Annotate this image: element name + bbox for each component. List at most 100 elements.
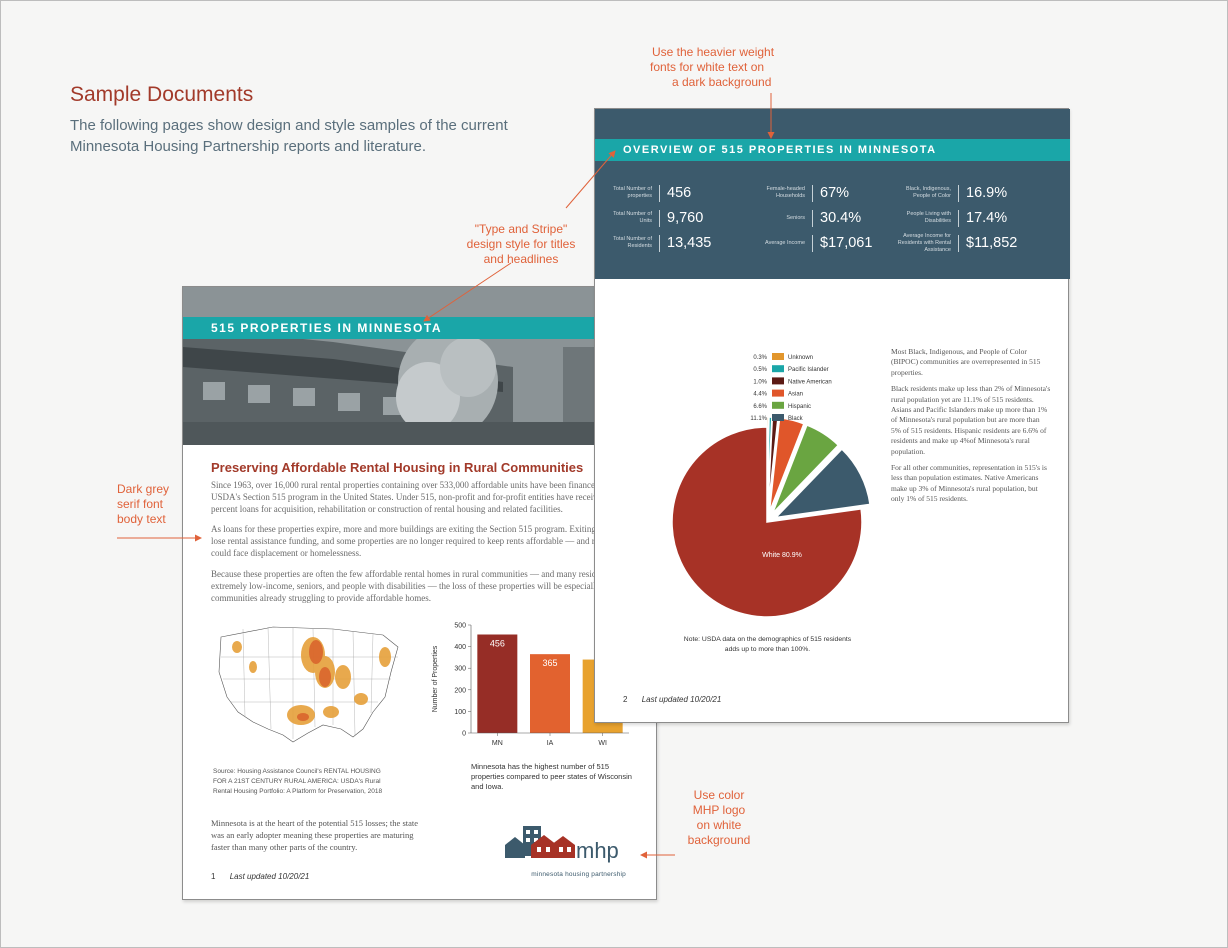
body-paragraph: Black residents make up less than 2% of … [891,384,1051,456]
callout-line: Use the heavier weight [652,45,775,59]
legend-label: Asian [788,392,803,398]
page-number: 2 [623,695,628,704]
page-title: Sample Documents [70,83,254,106]
stat-value: 13,435 [659,234,711,252]
body-text: Most Black, Indigenous, and People of Co… [891,347,1051,511]
stat-value: 17.4% [958,209,1007,227]
legend-label: Pacific Islander [788,367,829,373]
stat-value: 9,760 [659,209,703,227]
stat-item: Total Number of Residents 13,435 [610,231,711,255]
legend-value: 0.3% [753,355,767,361]
callout-line: MHP logo [692,803,746,817]
stat-value: 67% [812,184,849,202]
legend-swatch [772,377,784,385]
body-paragraph: Since 1963, over 16,000 rural rental pro… [211,480,613,514]
y-tick-label: 400 [454,644,466,651]
x-tick-label: IA [547,740,554,747]
last-updated: Last updated 10/20/21 [641,695,722,704]
stat-item: Total Number of properties 456 [610,181,691,205]
mhp-logo-tagline: minnesota housing partnership [531,871,626,878]
callout-line: on white [696,818,742,832]
mhp-logo-wordmark: mhp [576,838,619,863]
callout-heavier-fonts: Use the heavier weight fonts for white t… [650,45,775,90]
building-photo-illustration [183,287,658,445]
legend-swatch [772,365,784,373]
title-stripe: OVERVIEW OF 515 PROPERTIES IN MINNESOTA [595,139,1070,161]
callout-line: "Type and Stripe" [474,222,568,236]
legend-value: 0.5% [753,367,767,373]
callout-line: Dark grey [117,482,170,496]
page-footer: 2 Last updated 10/20/21 [623,695,721,704]
map-source: Source: Housing Assistance Council's REN… [213,768,383,795]
callout-line: fonts for white text on [650,60,765,74]
callout-line: serif font [117,497,164,511]
stat-value: 456 [659,184,691,202]
body-paragraph: Because these properties are often the f… [211,569,611,603]
closing-paragraph: Minnesota is at the heart of the potenti… [211,818,419,852]
bar-mn [477,634,518,733]
pie-slice-hispanic [771,424,840,515]
last-updated: Last updated 10/20/21 [229,872,310,881]
legend-value: 4.4% [753,392,767,398]
callout-line: and headlines [483,252,559,266]
legend-swatch [772,401,784,409]
overview-header: OVERVIEW OF 515 PROPERTIES IN MINNESOTA … [595,109,1070,279]
pie-slice-white [671,426,863,618]
callout-line: design style for titles [466,237,576,251]
stat-label: Total Number of Residents [613,236,652,249]
stat-item: Female-headed Households 67% [753,181,849,205]
page-subtitle: The following pages show design and styl… [70,117,508,155]
legend-label: Unknown [788,355,813,361]
page-footer: 1 Last updated 10/20/21 [211,872,309,881]
stat-label: Average Income [765,239,805,246]
stat-item: Black, Indigenous, People of Color 16.9% [895,181,1007,205]
x-tick-label: WI [598,740,607,747]
mhp-logo: mhp minnesota housing partnership [501,823,626,878]
arrow-type-stripe-2 [423,262,512,322]
title-stripe: 515 PROPERTIES IN MINNESOTA [183,317,658,339]
stat-value: $17,061 [812,234,872,252]
stat-label: Average Income for Residents with Rental… [897,232,951,253]
bar-data-label: 456 [490,639,505,649]
callout-logo: Use color MHP logo on white background [679,788,759,848]
pie-data-label: White 80.9% [762,552,802,559]
body-paragraph: As loans for these properties expire, mo… [211,524,624,558]
stat-item: Average Income for Residents with Rental… [895,231,1018,255]
legend-swatch [772,389,784,397]
stat-value: $11,852 [958,234,1017,252]
callout-serif-body: Dark grey serif font body text [117,482,169,527]
bar-data-label: 365 [542,658,557,668]
y-tick-label: 0 [462,731,466,738]
y-tick-label: 200 [454,687,466,694]
pie-slice-black [773,448,871,519]
chart-note: Note: USDA data on the demographics of 5… [683,636,852,653]
legend-label: Hispanic [788,404,811,410]
body-paragraph: For all other communities, representatio… [891,463,1047,504]
bar-chart: 0 100 200 300 400 500 Number of Properties 456… [432,623,629,747]
x-tick-label: MN [492,740,503,747]
legend-value: 11.1% [750,416,767,422]
y-tick-label: 500 [454,623,466,630]
stat-label: Total Number of Units [613,211,652,224]
stat-label: Female-headed Households [766,186,805,199]
stat-item: Average Income $17,061 [753,231,872,255]
chart-caption: Minnesota has the highest number of 515 … [471,762,632,791]
y-tick-label: 300 [454,666,466,673]
legend-swatch [772,414,784,421]
arrow-type-stripe-1 [565,150,616,209]
legend-label: Black [788,416,804,422]
bar-ia [530,654,570,733]
legend-swatch [772,353,784,360]
document-page-2: OVERVIEW OF 515 PROPERTIES IN MINNESOTA … [594,108,1070,723]
stat-item: People Living with Disabilities 17.4% [895,206,1007,230]
us-map [218,626,399,743]
callout-line: Use color [693,788,745,802]
document-page-1: 515 PROPERTIES IN MINNESOTA Preserving A… [182,286,658,900]
stat-value: 30.4% [812,209,861,227]
callout-line: a dark background [672,75,772,89]
legend-value: 1.0% [753,379,767,385]
stat-value: 16.9% [958,184,1007,202]
header-photo: 515 PROPERTIES IN MINNESOTA [183,287,658,445]
